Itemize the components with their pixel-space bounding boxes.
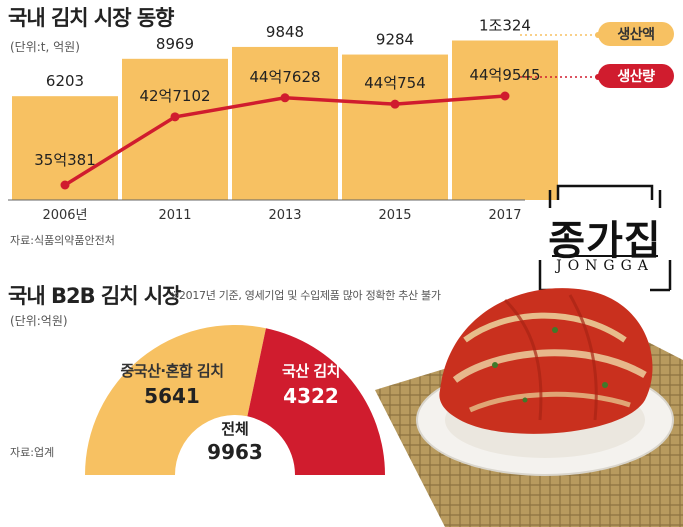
logo-korean-text: 종가집: [548, 217, 662, 264]
volume-point-0: [60, 180, 70, 190]
legend-production-volume-label: 생산량: [617, 69, 655, 85]
bar-label-1: 8969: [156, 35, 194, 53]
bar-label-2: 9848: [266, 23, 304, 41]
bar-label-0: 6203: [46, 72, 84, 90]
bar-4: [452, 40, 558, 200]
labels-layer: 6203 8969 9848 9284 1조324 35억381 42억7102 44억762…: [34, 17, 540, 170]
legend-production-value-label: 생산액: [617, 27, 655, 43]
volume-point-2: [280, 93, 290, 103]
slice-value-imported: 5641: [144, 384, 200, 408]
slice-0: [85, 325, 266, 475]
volume-label-2: 44억7628: [249, 68, 320, 86]
slice-1: [247, 328, 385, 475]
market-trend-source: 자료:식품의약품안전처: [10, 234, 115, 247]
x-tick-4: 2017: [488, 208, 521, 223]
volume-point-3: [390, 99, 400, 109]
market-trend-chart: 6203 8969 9848 9284 1조324 35억381 42억7102 44억762…: [8, 17, 601, 223]
volume-point-1: [170, 112, 180, 122]
b2b-market-title: 국내 B2B 김치 시장: [8, 284, 181, 308]
volume-label-3: 44억754: [364, 74, 426, 92]
volume-label-1: 42억7102: [139, 87, 210, 105]
volume-line-layer: [60, 91, 510, 190]
bar-label-3: 9284: [376, 31, 414, 49]
donut-layer: [85, 325, 385, 475]
legend-production-value: 생산액: [598, 22, 674, 46]
total-value: 9963: [207, 440, 263, 464]
b2b-market-unit: (단위:억원): [10, 314, 68, 328]
b2b-market-source: 자료:업계: [10, 446, 55, 459]
b2b-market-note: ※2017년 기준, 영세기업 및 수입제품 많아 정확한 추산 불가: [170, 289, 441, 302]
slice-label-domestic: 국산 김치: [282, 362, 340, 380]
logo-english-text: JONGGA: [556, 258, 654, 274]
x-tick-3: 2015: [378, 208, 411, 223]
slice-value-domestic: 4322: [283, 384, 339, 408]
bar-3: [342, 54, 448, 201]
legend-leader-volume-dot: [595, 74, 601, 80]
x-tick-labels: 2006년 2011 2013 2015 2017: [42, 208, 521, 223]
legend-production-volume: 생산량: [598, 64, 674, 88]
total-label: 전체: [221, 420, 249, 438]
x-tick-1: 2011: [158, 208, 191, 223]
market-trend-unit: (단위:t, 억원): [10, 40, 80, 54]
market-trend-title: 국내 김치 시장 동향: [8, 6, 174, 30]
slice-label-imported: 중국산·혼합 김치: [120, 362, 224, 380]
volume-label-4: 44억9545: [469, 66, 540, 84]
legend-leader-value-dot: [595, 32, 601, 38]
volume-point-4: [500, 91, 510, 101]
kimchi-illustration: [375, 288, 683, 527]
b2b-market-chart: [85, 325, 385, 475]
bars-layer: [12, 40, 558, 201]
volume-label-0: 35억381: [34, 151, 96, 169]
x-tick-0: 2006년: [42, 208, 87, 223]
x-tick-2: 2013: [268, 208, 301, 223]
bar-1: [122, 58, 228, 200]
bar-2: [232, 46, 338, 200]
bar-label-4: 1조324: [479, 17, 531, 35]
